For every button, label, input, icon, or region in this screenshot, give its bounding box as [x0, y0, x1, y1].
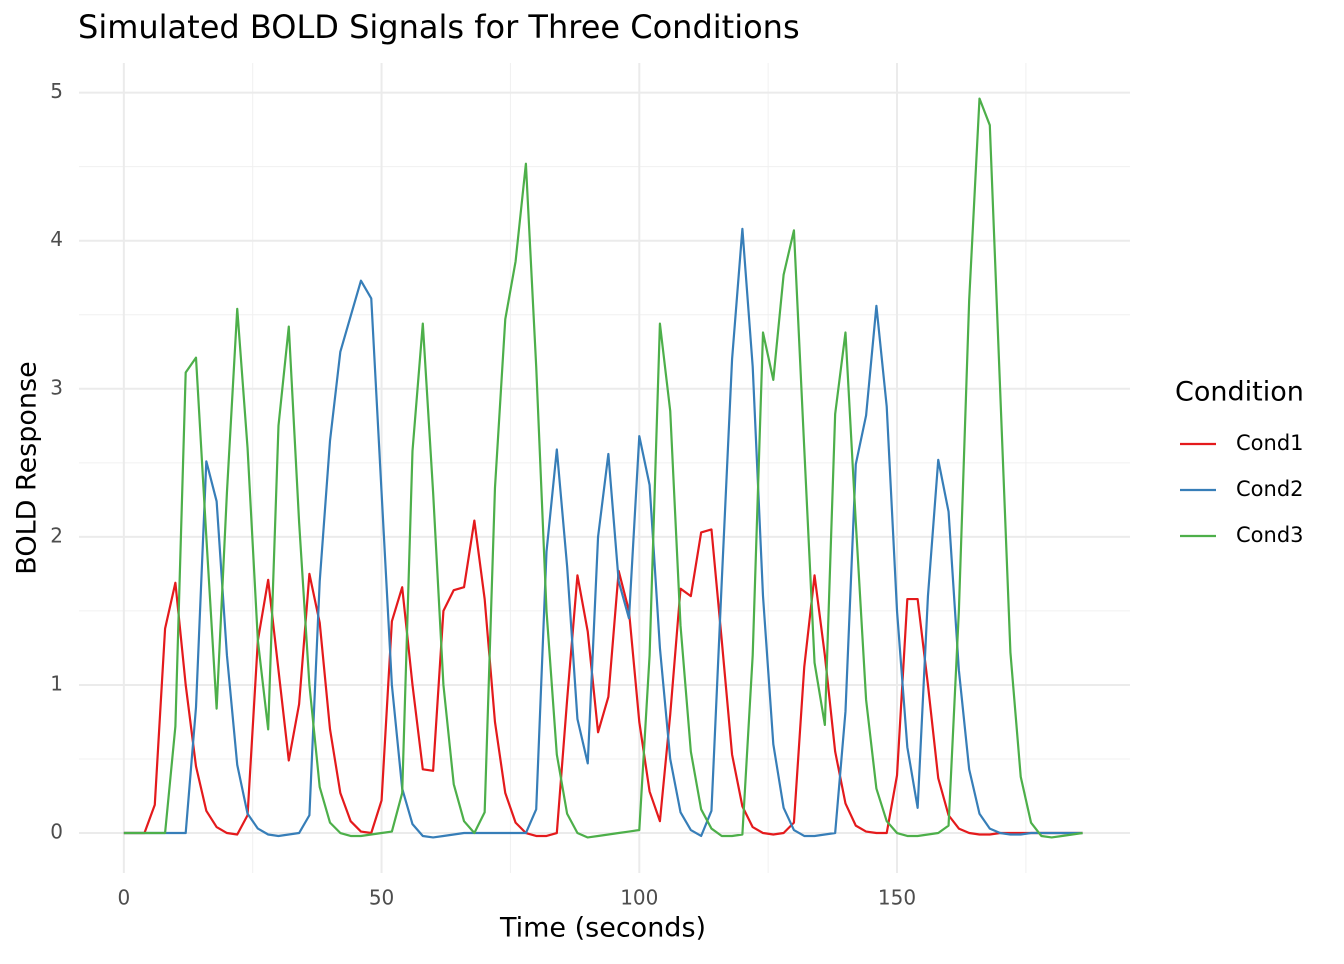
- x-tick-label: 50: [369, 886, 394, 910]
- legend-label: Cond2: [1236, 477, 1304, 501]
- y-tick-label: 1: [50, 671, 63, 695]
- chart-title: Simulated BOLD Signals for Three Conditi…: [78, 8, 800, 46]
- y-tick-label: 3: [50, 375, 63, 399]
- y-axis-title: BOLD Response: [12, 361, 43, 574]
- data-line: [123, 227, 1083, 839]
- y-tick-label: 4: [50, 227, 63, 251]
- legend-label: Cond3: [1236, 523, 1304, 547]
- x-axis-title: Time (seconds): [499, 913, 706, 944]
- y-tick-label: 0: [50, 820, 63, 844]
- x-tick-label: 150: [878, 886, 916, 910]
- data-line: [123, 97, 1083, 839]
- x-tick-label: 100: [620, 886, 658, 910]
- legend-title: Condition: [1175, 377, 1304, 408]
- data-line: [123, 519, 1083, 838]
- x-tick-label: 0: [117, 886, 130, 910]
- grid: [79, 63, 1130, 873]
- legend-label: Cond1: [1236, 431, 1304, 455]
- y-tick-label: 2: [50, 523, 63, 547]
- y-tick-label: 5: [50, 79, 63, 103]
